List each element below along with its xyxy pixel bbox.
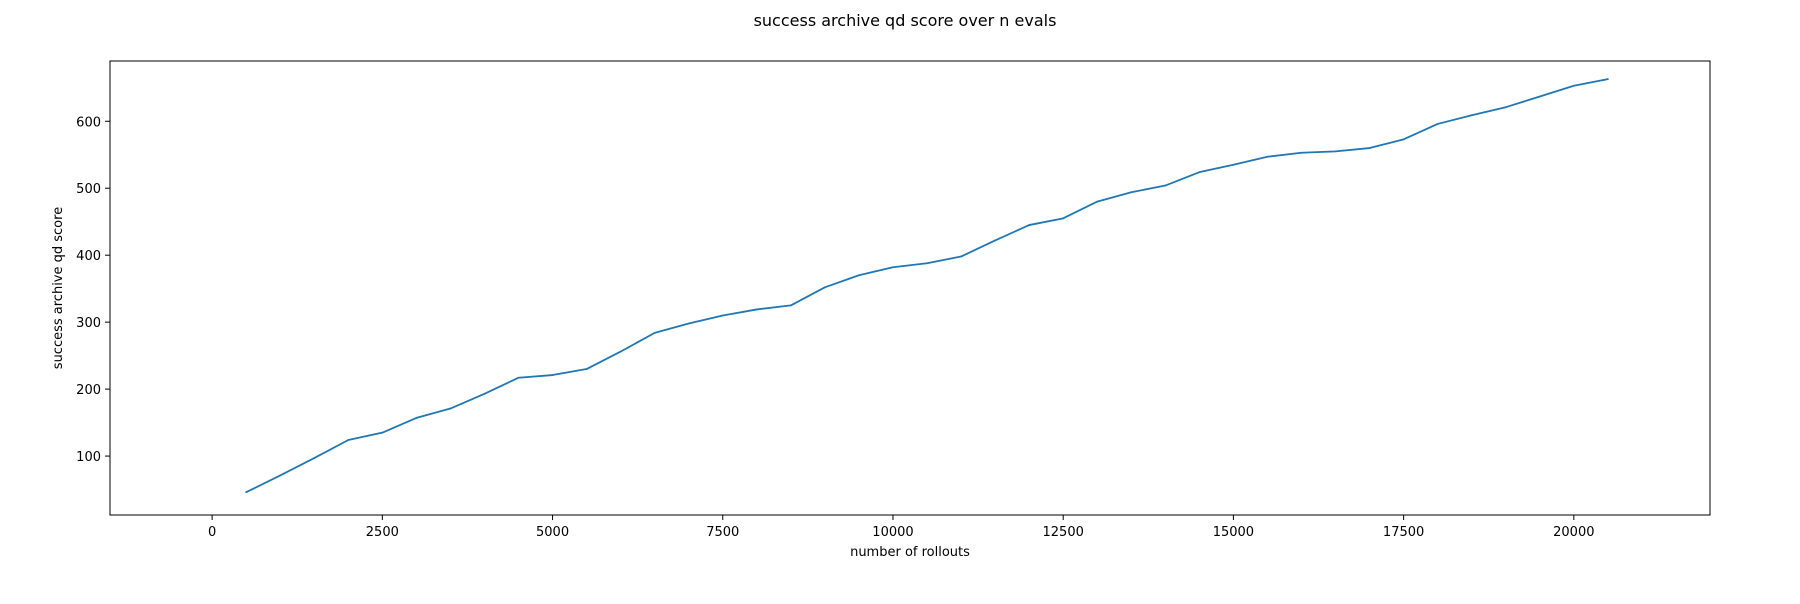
data-point: [1232, 163, 1235, 166]
y-tick-label: 400: [76, 249, 101, 264]
data-point: [517, 376, 520, 379]
data-point: [619, 350, 622, 353]
data-point: [1266, 155, 1269, 158]
series-line-0: [245, 78, 1609, 494]
x-tick-label: 10000: [872, 525, 913, 540]
data-point: [994, 239, 997, 242]
y-tick-label: 500: [76, 182, 101, 197]
series-layer: [245, 78, 1609, 494]
x-tick-label: 15000: [1213, 525, 1254, 540]
data-point: [415, 417, 418, 419]
data-point: [892, 266, 894, 269]
plot-frame: [109, 60, 1711, 516]
y-tick-label: 600: [76, 115, 101, 130]
data-point: [721, 314, 724, 317]
data-point: [585, 368, 588, 370]
x-tick-label: 2500: [366, 525, 399, 540]
data-point: [245, 491, 248, 494]
data-point: [1062, 217, 1065, 220]
data-point: [1334, 150, 1337, 153]
data-point: [449, 407, 452, 410]
y-tick-label: 300: [76, 316, 101, 331]
data-point: [926, 262, 928, 265]
y-axis-ticks: 100 200 300 400 500 600: [76, 115, 110, 465]
data-point: [313, 457, 316, 459]
x-axis-ticks: 0 2500 5000 7500 10000 12500 15000 17500 20000: [208, 515, 1595, 540]
data-point: [1164, 184, 1167, 187]
x-axis-label: number of rollouts: [850, 545, 970, 560]
data-point: [483, 392, 486, 395]
data-point: [1368, 147, 1371, 149]
data-point: [279, 474, 282, 477]
data-point: [789, 304, 792, 307]
x-tick-label: 17500: [1383, 525, 1424, 540]
data-point: [1538, 95, 1541, 98]
data-point: [960, 255, 962, 258]
x-tick-label: 7500: [706, 525, 739, 540]
y-tick-label: 200: [76, 383, 101, 398]
data-point: [551, 374, 554, 376]
x-tick-label: 20000: [1553, 525, 1594, 540]
x-tick-label: 0: [208, 525, 216, 540]
data-point: [1606, 78, 1609, 80]
data-point: [1470, 114, 1473, 117]
x-tick-label: 5000: [536, 525, 569, 540]
data-point: [823, 286, 826, 289]
data-point: [1436, 123, 1439, 125]
data-point: [1198, 171, 1201, 174]
data-point: [687, 322, 690, 325]
data-point: [653, 331, 656, 334]
data-point: [1504, 106, 1507, 109]
data-point: [755, 308, 758, 311]
chart-title: success archive qd score over n evals: [754, 11, 1057, 30]
y-axis-label: success archive qd score: [51, 207, 66, 369]
data-point: [1572, 84, 1575, 87]
data-point: [1300, 151, 1303, 154]
data-point: [381, 431, 384, 434]
data-point: [1402, 138, 1405, 141]
y-tick-label: 100: [76, 450, 101, 465]
data-point: [1130, 191, 1133, 194]
data-point: [1096, 200, 1099, 203]
x-tick-label: 12500: [1043, 525, 1084, 540]
data-point: [858, 274, 860, 277]
data-point: [1028, 224, 1031, 226]
data-point: [347, 439, 350, 441]
